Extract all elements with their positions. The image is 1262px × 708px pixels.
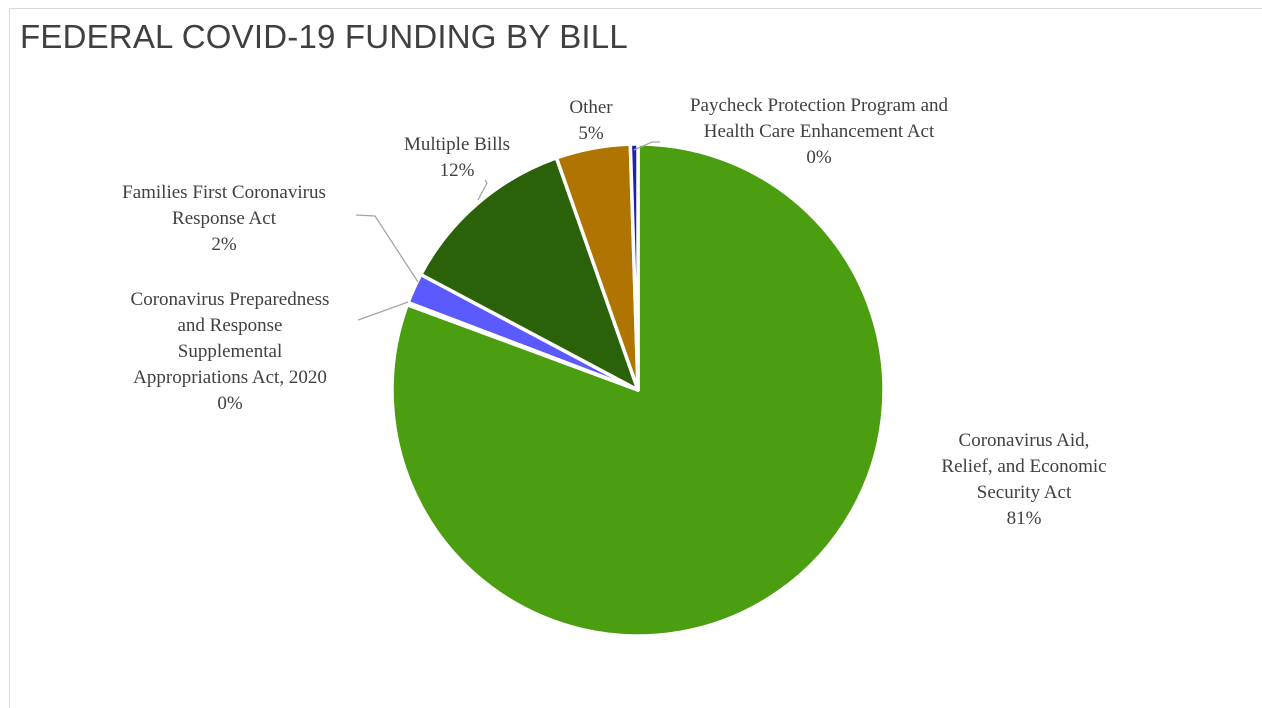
data-labels: Coronavirus Aid, Relief, and Economic Secu… — [122, 95, 1106, 529]
chart-title: FEDERAL COVID-19 FUNDING BY BILL — [20, 18, 628, 55]
slice-label-line: Families First Coronavirus — [122, 182, 326, 203]
slice-label-line: Relief, and Economic — [941, 456, 1106, 477]
slice-percent: 81% — [1007, 508, 1042, 529]
slice-percent: 5% — [578, 123, 604, 144]
slice-label-line: Multiple Bills — [404, 134, 510, 155]
slice-label-line: Supplemental — [178, 341, 282, 362]
slice-percent: 0% — [217, 393, 243, 414]
slice-label-6: Paycheck Protection Program and Health Ca… — [690, 95, 949, 168]
pie-slices — [390, 142, 886, 638]
slice-label-line: and Response — [177, 315, 282, 336]
slice-label-line: Coronavirus Preparedness — [131, 289, 330, 310]
slice-label-line: Coronavirus Aid, — [959, 430, 1090, 451]
leader-line-4 — [477, 179, 488, 201]
chart-frame — [9, 8, 1262, 708]
leader-line-3 — [355, 214, 419, 283]
slice-label-2: Coronavirus Preparedness and Response Supp… — [131, 289, 330, 414]
slice-label-4: Multiple Bills 12% — [404, 134, 510, 181]
slice-percent: 12% — [440, 160, 475, 181]
pie-slice-6 — [628, 142, 640, 392]
slice-label-1: Coronavirus Aid, Relief, and Economic Secu… — [941, 430, 1106, 529]
leader-line-2 — [357, 301, 409, 321]
slice-percent: 0% — [806, 147, 832, 168]
slice-label-line: Paycheck Protection Program and — [690, 95, 949, 116]
slice-label-line: Health Care Enhancement Act — [704, 121, 935, 142]
leader-line-6 — [633, 141, 660, 151]
slice-label-5: Other 5% — [569, 97, 613, 144]
slice-label-3: Families First Coronavirus Response Act 2% — [122, 182, 326, 255]
leader-lines — [355, 141, 660, 321]
slice-label-line: Response Act — [172, 208, 277, 229]
slice-label-line: Appropriations Act, 2020 — [133, 367, 327, 388]
slice-label-line: Other — [569, 97, 613, 118]
pie-slice-4 — [419, 156, 640, 392]
slice-label-line: Security Act — [977, 482, 1072, 503]
slice-percent: 2% — [211, 234, 237, 255]
